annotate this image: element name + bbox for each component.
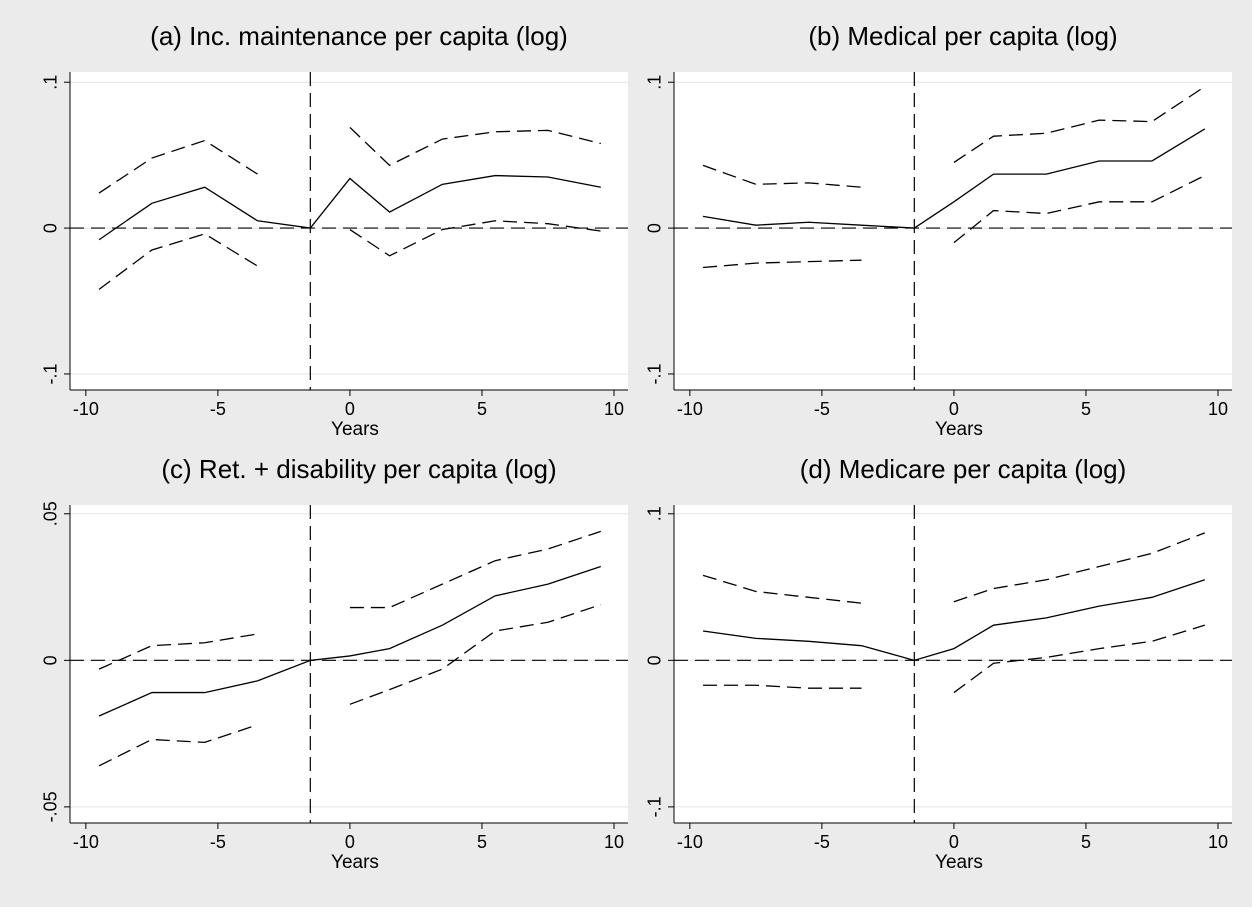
x-tick-label: -10 xyxy=(73,399,99,419)
y-tick-label: .05 xyxy=(41,501,61,526)
series-line xyxy=(702,579,1206,662)
x-tick-label: 0 xyxy=(949,399,959,419)
x-tick-label: -5 xyxy=(210,832,226,852)
x-axis-label: Years xyxy=(935,852,983,873)
plot-area xyxy=(70,505,628,823)
y-tick-label: 0 xyxy=(41,655,61,665)
y-tick-label: 0 xyxy=(645,655,665,665)
chart-title: (c) Ret. + disability per capita (log) xyxy=(161,454,556,484)
x-tick-label: 5 xyxy=(477,399,487,419)
x-tick-label: -10 xyxy=(73,832,99,852)
y-tick-label: -.1 xyxy=(645,363,665,384)
plot-area xyxy=(674,72,1232,390)
series-line xyxy=(98,126,601,194)
x-axis-label: Years xyxy=(331,852,379,873)
x-tick-label: 0 xyxy=(345,832,355,852)
x-tick-label: 5 xyxy=(477,832,487,852)
series-line xyxy=(98,220,601,290)
y-tick-label: -.05 xyxy=(41,791,61,822)
x-tick-label: -10 xyxy=(677,832,703,852)
x-tick-label: -5 xyxy=(814,832,830,852)
x-tick-label: 10 xyxy=(1208,832,1228,852)
x-tick-label: -5 xyxy=(814,399,830,419)
series-line xyxy=(703,624,1205,694)
plot-area xyxy=(70,72,628,390)
series-line xyxy=(702,174,1206,269)
x-tick-label: 5 xyxy=(1081,832,1091,852)
x-tick-label: 10 xyxy=(1208,399,1228,419)
x-tick-label: 5 xyxy=(1081,399,1091,419)
y-tick-label: .1 xyxy=(645,506,665,521)
y-tick-label: 0 xyxy=(41,223,61,233)
series-line xyxy=(702,532,1206,604)
chart-title: (d) Medicare per capita (log) xyxy=(800,454,1127,484)
series-line xyxy=(98,530,602,670)
x-axis-label: Years xyxy=(331,419,379,440)
series-line xyxy=(98,565,602,717)
y-tick-label: -.1 xyxy=(41,363,61,384)
series-line xyxy=(702,128,1206,229)
y-tick-label: .1 xyxy=(645,75,665,90)
y-tick-label: -.1 xyxy=(645,796,665,817)
x-tick-label: 10 xyxy=(604,832,624,852)
series-line xyxy=(702,86,1206,188)
x-tick-label: -5 xyxy=(210,399,226,419)
chart-title: (a) Inc. maintenance per capita (log) xyxy=(150,21,568,51)
y-tick-label: 0 xyxy=(645,223,665,233)
x-tick-label: 10 xyxy=(604,399,624,419)
x-axis-label: Years xyxy=(935,419,983,440)
chart-title: (b) Medical per capita (log) xyxy=(808,21,1117,51)
y-tick-label: .1 xyxy=(41,75,61,90)
x-tick-label: -10 xyxy=(677,399,703,419)
plot-area xyxy=(674,505,1232,823)
series-line xyxy=(98,174,601,241)
x-tick-label: 0 xyxy=(949,832,959,852)
x-tick-label: 0 xyxy=(345,399,355,419)
series-line xyxy=(98,604,602,767)
